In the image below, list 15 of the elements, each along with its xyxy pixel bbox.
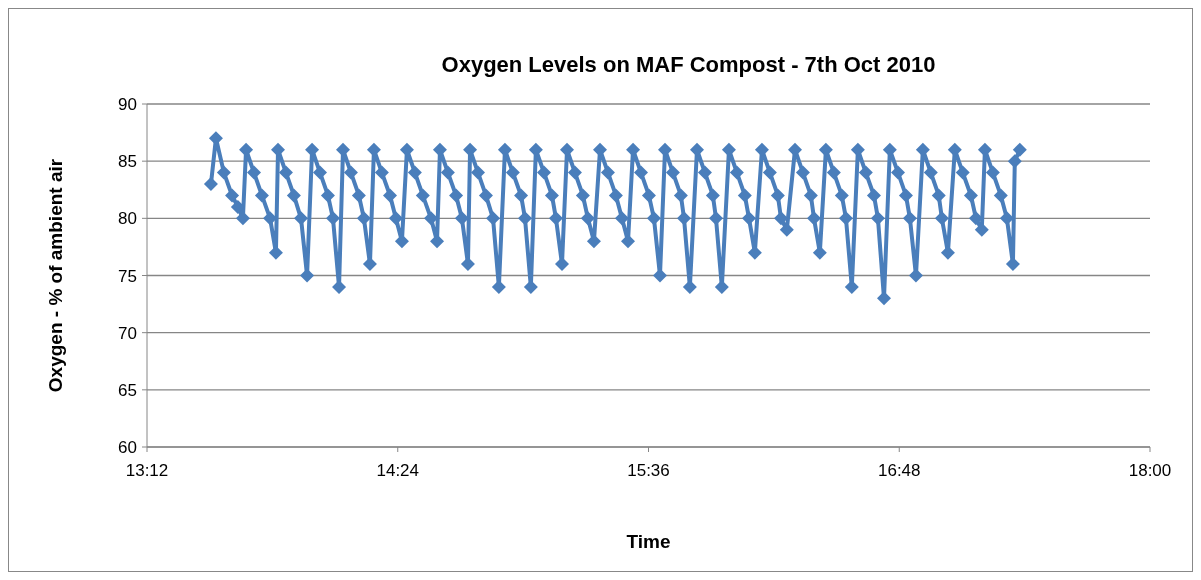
x-tick-label: 16:48 [877, 461, 921, 480]
y-tick-label: 60 [118, 438, 137, 457]
y-tick-label: 85 [118, 152, 137, 172]
x-axis-title: Time [626, 531, 671, 552]
x-tick-label: 13:12 [125, 461, 169, 480]
y-tick-label: 65 [118, 380, 137, 400]
x-tick-label: 15:36 [627, 461, 670, 480]
y-tick-label: 80 [118, 209, 137, 229]
chart-title: Oxygen Levels on MAF Compost - 7th Oct 2010 [441, 52, 936, 77]
y-tick-label: 75 [118, 266, 137, 286]
x-tick-label: 18:00 [1128, 461, 1172, 480]
y-tick-label: 70 [118, 323, 137, 343]
y-tick-label: 90 [118, 95, 137, 114]
y-axis-title: Oxygen - % of ambient air [45, 158, 66, 393]
x-tick-label: 14:24 [376, 461, 420, 480]
